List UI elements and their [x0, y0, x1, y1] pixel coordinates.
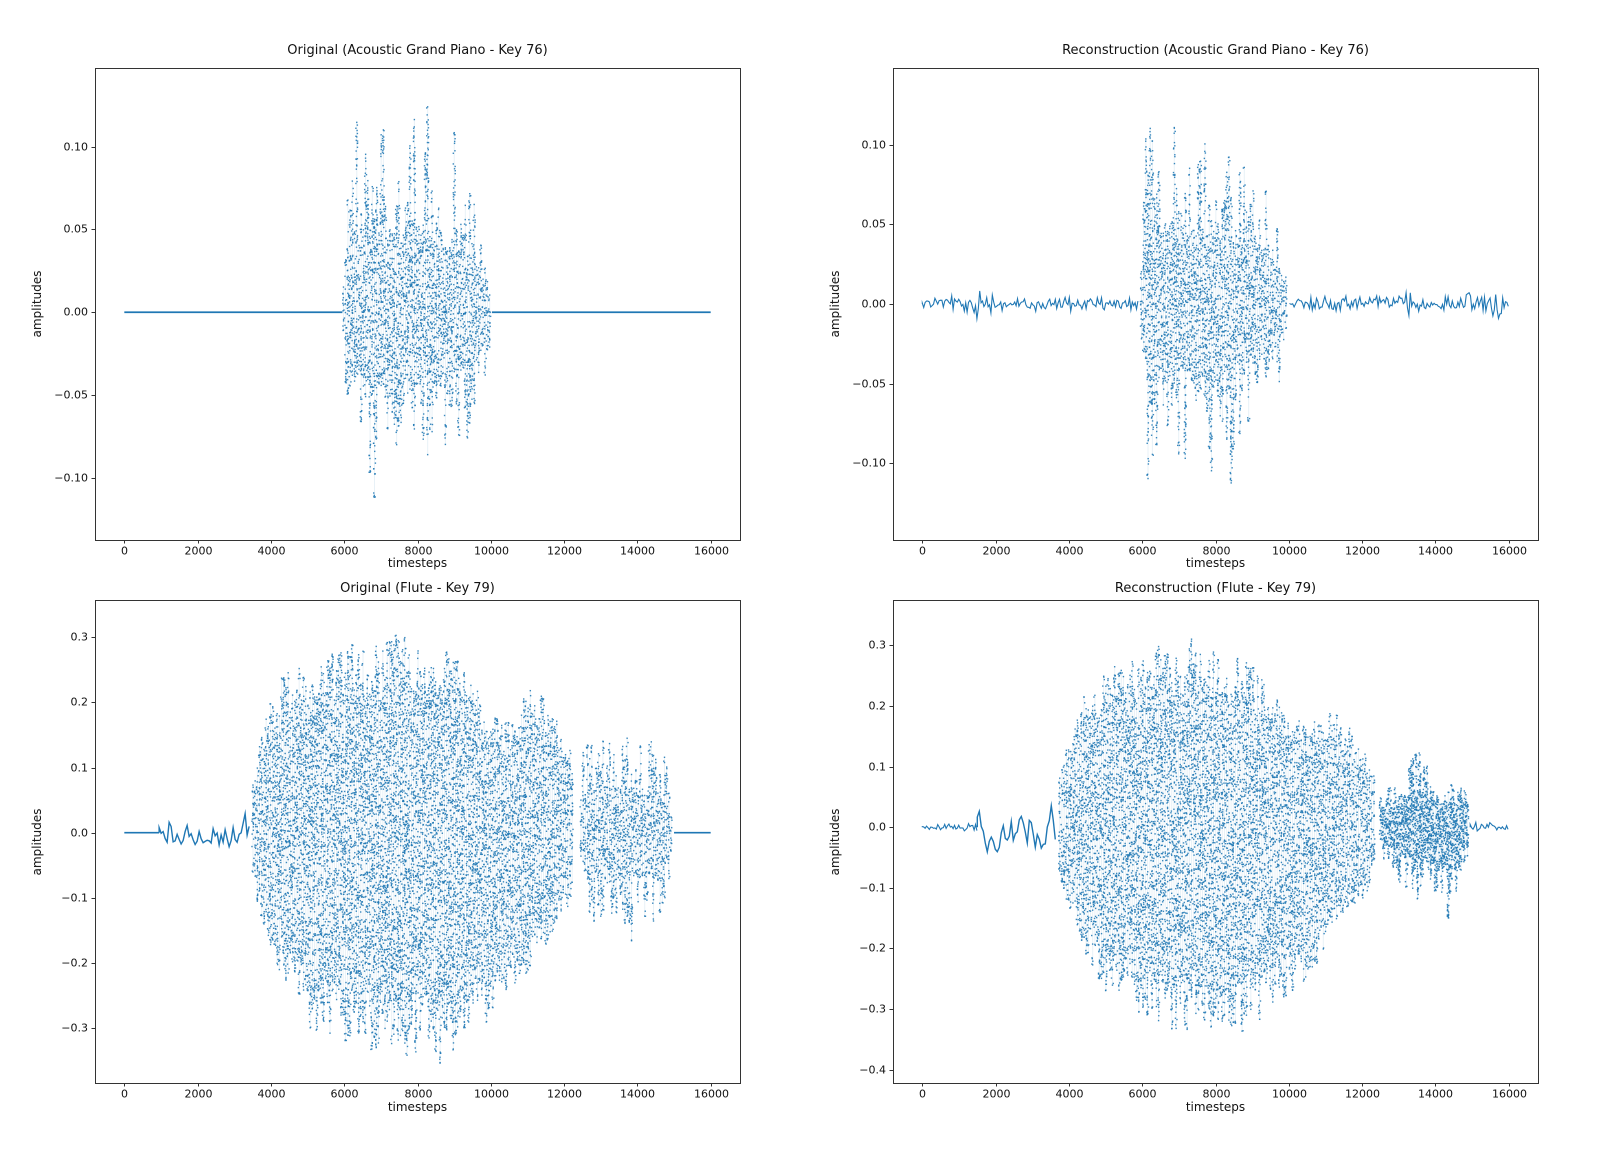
x-axis-label-reconstruction-piano: timesteps [1185, 556, 1246, 570]
y-axis-label-reconstruction-piano: amplitudes [828, 270, 842, 338]
subplot-original-flute: Original (Flute - Key 79) amplitudes tim… [0, 576, 805, 1152]
plot-title-reconstruction-flute: Reconstruction (Flute - Key 79) [1114, 581, 1317, 596]
reconstruction-flute-plot-canvas [805, 576, 1610, 1152]
x-axis-label-reconstruction-flute: timesteps [1185, 1100, 1246, 1114]
x-axis-label-original-flute: timesteps [387, 1100, 448, 1114]
subplot-original-piano: Original (Acoustic Grand Piano - Key 76)… [0, 0, 805, 576]
subplot-reconstruction-flute: Reconstruction (Flute - Key 79) amplitud… [805, 576, 1610, 1152]
y-axis-label-original-piano: amplitudes [30, 270, 44, 338]
subplot-reconstruction-piano: Reconstruction (Acoustic Grand Piano - K… [805, 0, 1610, 576]
plot-title-original-piano: Original (Acoustic Grand Piano - Key 76) [287, 43, 548, 58]
plot-title-original-flute: Original (Flute - Key 79) [340, 581, 495, 596]
y-axis-label-reconstruction-flute: amplitudes [828, 808, 842, 876]
reconstruction-piano-plot-canvas [805, 0, 1610, 576]
original-flute-plot-canvas [0, 576, 805, 1152]
plot-title-reconstruction-piano: Reconstruction (Acoustic Grand Piano - K… [1062, 43, 1369, 58]
original-piano-plot-canvas [0, 0, 805, 576]
y-axis-label-original-flute: amplitudes [30, 808, 44, 876]
x-axis-label-original-piano: timesteps [387, 556, 448, 570]
